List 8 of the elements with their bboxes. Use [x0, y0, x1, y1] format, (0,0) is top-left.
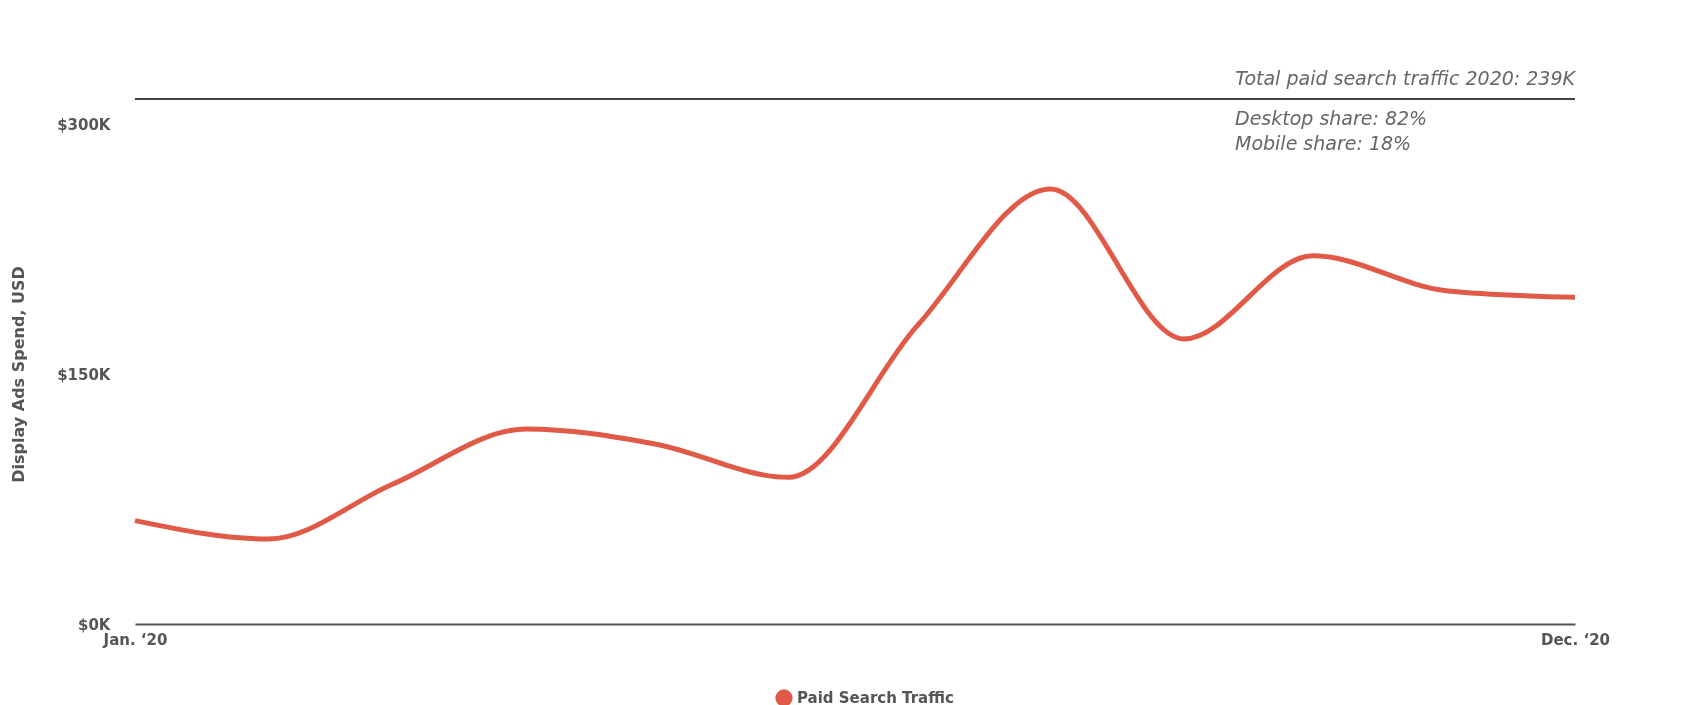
- y-tick-label: $150K: [57, 365, 112, 384]
- y-tick-label: $300K: [57, 115, 112, 134]
- y-axis-title: Display Ads Spend, USD: [9, 266, 29, 483]
- text: Total paid search traffic 2020: 239K: [1235, 67, 1577, 89]
- x-tick-label: Dec. ‘20: [1540, 630, 1611, 649]
- annotation: Desktop share: 82%: [1235, 107, 1428, 129]
- legend-label: Paid Search Traffic: [797, 689, 954, 705]
- annotation: Mobile share: 18%: [1235, 132, 1412, 154]
